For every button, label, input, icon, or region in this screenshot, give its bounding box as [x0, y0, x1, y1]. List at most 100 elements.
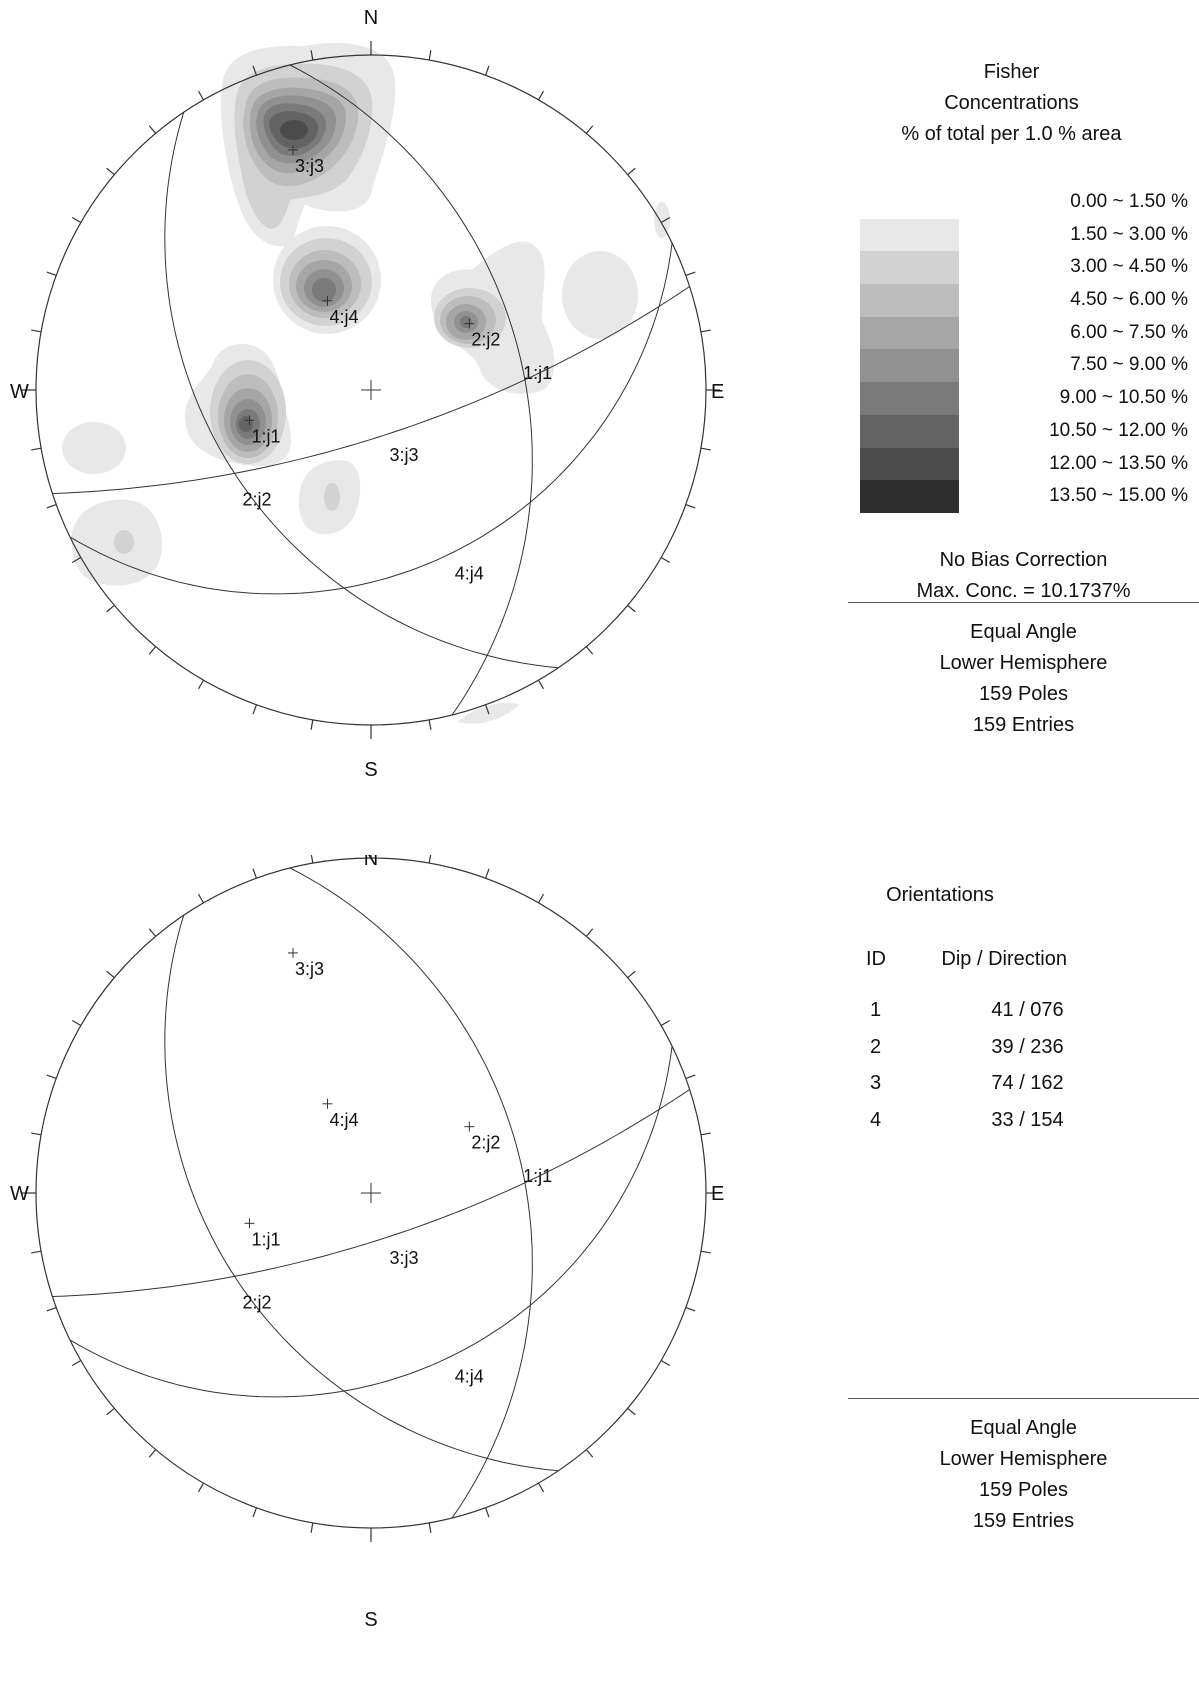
tick-mark [46, 504, 57, 509]
legend-row: 9.00 ~ 10.50 % [860, 382, 1192, 416]
compass-east: E [711, 381, 724, 403]
tick-mark [106, 970, 115, 979]
tick-mark [585, 928, 594, 937]
pole-label: 4:j4 [329, 307, 358, 327]
tick-mark [685, 271, 696, 276]
legend-label: 3.00 ~ 4.50 % [1070, 256, 1188, 278]
legend-label: 9.00 ~ 10.50 % [1059, 387, 1188, 409]
legend-label: 10.50 ~ 12.00 % [1049, 419, 1188, 441]
tick-mark [197, 1482, 205, 1493]
tick-mark [197, 893, 205, 904]
tick-mark [31, 329, 42, 333]
tick-mark [148, 646, 157, 655]
projection-type: Equal Angle [970, 1417, 1077, 1439]
great-circle-j4 [69, 243, 673, 595]
tick-mark [106, 1407, 115, 1416]
orientation-id: 2 [870, 1035, 882, 1058]
tick-mark [310, 1522, 314, 1533]
tick-mark [310, 719, 314, 730]
tick-mark [627, 1407, 636, 1416]
pole-count: 159 Poles [979, 1479, 1068, 1501]
pole-label: 4:j4 [329, 1110, 358, 1130]
tick-mark [485, 704, 490, 715]
orientation-value: 39 / 236 [991, 1035, 1064, 1058]
tick-mark [252, 704, 257, 715]
contour-zone [312, 278, 336, 302]
tick-mark [485, 1507, 490, 1518]
tick-mark [685, 1074, 696, 1079]
tick-mark [428, 855, 432, 864]
contour-zone [562, 251, 638, 339]
bias-info: No Bias Correction Max. Conc. = 10.1737% [848, 545, 1199, 607]
plane-label: 3:j3 [390, 1248, 419, 1268]
compass-north: N [364, 7, 378, 29]
col-value-header: Dip / Direction [941, 948, 1067, 970]
legend-label: 4.50 ~ 6.00 % [1070, 289, 1188, 311]
legend-swatch [860, 349, 959, 383]
legend-row: 13.50 ~ 15.00 % [860, 480, 1192, 514]
orientations-title: Orientations [886, 884, 994, 906]
tick-mark [660, 556, 671, 564]
tick-mark [310, 855, 314, 864]
tick-mark [485, 868, 490, 879]
tick-mark [197, 679, 205, 690]
orientations-header: ID Dip / Direction [866, 948, 1126, 985]
tick-mark [71, 556, 82, 564]
plane-label: 2:j2 [243, 1292, 272, 1312]
net-overlay: 1:j1 1:j1 2:j2 2:j2 3:j3 3:j3 4:j4 4:j4 [22, 41, 720, 739]
pole-label: 1:j1 [251, 1229, 280, 1249]
tick-mark [46, 1307, 57, 1312]
plane-label: 2:j2 [243, 489, 272, 509]
tick-mark [660, 1019, 671, 1027]
tick-mark [197, 90, 205, 101]
projection-info-bottom: Equal Angle Lower Hemisphere 159 Poles 1… [848, 1413, 1199, 1537]
legend-title-line: % of total per 1.0 % area [901, 123, 1122, 145]
col-id-header: ID [866, 948, 886, 970]
legend-swatch [860, 316, 959, 350]
tick-mark [46, 271, 57, 276]
tick-mark [148, 1449, 157, 1458]
legend-label: 1.50 ~ 3.00 % [1070, 223, 1188, 245]
plane-label: 1:j1 [523, 1166, 552, 1186]
legend-row: 12.00 ~ 13.50 % [860, 447, 1192, 481]
legend-title-line: Concentrations [944, 92, 1079, 114]
orientation-row: 3 74 / 162 [866, 1072, 1126, 1109]
legend-row: 3.00 ~ 4.50 % [860, 251, 1192, 285]
legend-swatch [860, 218, 959, 252]
tick-mark [485, 65, 490, 76]
max-concentration: Max. Conc. = 10.1737% [916, 580, 1131, 602]
legend-row: 0.00 ~ 1.50 % [860, 186, 1192, 219]
legend-row: 4.50 ~ 6.00 % [860, 284, 1192, 318]
legend-label: 0.00 ~ 1.50 % [1070, 191, 1188, 212]
legend-row: 10.50 ~ 12.00 % [860, 414, 1192, 448]
plane-label: 3:j3 [390, 445, 419, 465]
compass-east: E [711, 1183, 724, 1205]
orientations-rows: 1 41 / 076 2 39 / 236 3 74 / 162 4 33 / 154 [866, 999, 1126, 1146]
great-circle-j1 [289, 64, 533, 716]
orientation-id: 1 [870, 999, 882, 1021]
tick-mark [71, 1359, 82, 1367]
plane-label: 4:j4 [455, 1366, 484, 1386]
orientation-value: 74 / 162 [991, 1072, 1064, 1095]
contour-zone [324, 483, 340, 511]
tick-mark [627, 167, 636, 176]
tick-mark [627, 970, 636, 979]
legend-swatch [860, 251, 959, 285]
tick-mark [700, 1250, 711, 1254]
legend-label: 12.00 ~ 13.50 % [1049, 452, 1188, 474]
contour-legend: 0.00 ~ 1.50 % 1.50 ~ 3.00 % 3.00 ~ 4.50 % 4… [860, 186, 1192, 514]
pole-count: 159 Poles [979, 683, 1068, 705]
legend-swatch [860, 480, 959, 514]
orientation-row: 4 33 / 154 [866, 1109, 1126, 1146]
pole-label: 1:j1 [251, 426, 280, 446]
tick-mark [148, 125, 157, 134]
hemisphere: Lower Hemisphere [939, 652, 1108, 674]
great-circle-j3 [52, 286, 690, 494]
stereonet-contoured: 1:j1 1:j1 2:j2 2:j2 3:j3 3:j3 4:j4 4:j4 N S E W [10, 7, 724, 781]
compass-south: S [364, 759, 377, 781]
orientation-row: 2 39 / 236 [866, 1036, 1126, 1073]
tick-mark [252, 868, 257, 879]
great-circle-j4 [69, 1046, 673, 1398]
bias-note: No Bias Correction [939, 549, 1108, 571]
tick-mark [537, 679, 545, 690]
